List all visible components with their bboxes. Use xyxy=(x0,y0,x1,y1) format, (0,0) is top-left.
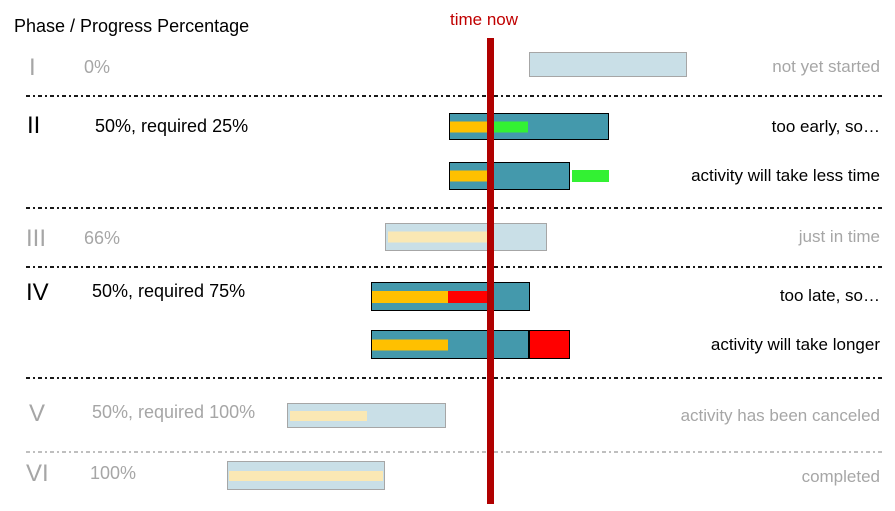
progress-segment xyxy=(290,410,367,421)
progress-segment xyxy=(388,231,488,243)
status-label-phase-4: too late, so… xyxy=(779,286,880,305)
phase-numeral-6: VI xyxy=(26,460,49,487)
time-saved-segment xyxy=(572,170,609,182)
phase-numeral-3: III xyxy=(26,225,47,252)
phase-numeral-5: V xyxy=(29,400,46,427)
phase-progress-label-3: 66% xyxy=(84,228,121,248)
time-now-label: time now xyxy=(450,10,519,29)
overrun-segment xyxy=(529,330,570,359)
separator-5 xyxy=(26,451,882,453)
ahead-progress-segment xyxy=(488,121,528,132)
activity-bar-phase-5 xyxy=(287,403,446,428)
status-label-phase-3: just in time xyxy=(798,227,880,246)
behind-progress-segment xyxy=(448,290,488,303)
status-label-phase-1: not yet started xyxy=(772,57,880,76)
activity-bar-phase-1 xyxy=(529,52,687,77)
phase-numeral-2: II xyxy=(27,112,41,139)
phase-progress-label-5: 50%, required 100% xyxy=(92,402,256,422)
done-progress-segment xyxy=(372,290,448,303)
activity-bar-phase-6 xyxy=(227,461,385,490)
done-progress-segment xyxy=(372,339,448,350)
activity-bar-phase-4-extended xyxy=(371,330,529,359)
phase-progress-label-4: 50%, required 75% xyxy=(92,281,246,301)
required-progress-segment xyxy=(450,170,487,182)
activity-bar-phase-2-shortened xyxy=(449,162,570,190)
status-label-phase-6: completed xyxy=(801,467,880,486)
status-label-phase-2: too early, so… xyxy=(771,117,880,136)
separator-4 xyxy=(26,377,882,379)
separator-1 xyxy=(26,95,882,97)
activity-bar-phase-4 xyxy=(371,282,530,311)
phase-progress-label-2: 50%, required 25% xyxy=(95,116,249,136)
status2-label-phase-2: activity will take less time xyxy=(691,166,880,185)
status-label-phase-5: activity has been canceled xyxy=(680,406,880,425)
time-now-line xyxy=(487,38,494,504)
separator-2 xyxy=(26,207,882,209)
phase-progress-label-1: 0% xyxy=(84,57,111,77)
activity-bar-phase-2 xyxy=(449,113,609,140)
required-progress-segment xyxy=(450,121,488,132)
phase-numeral-4: IV xyxy=(26,279,49,306)
separator-3 xyxy=(26,266,882,268)
page-title: Phase / Progress Percentage xyxy=(14,16,250,36)
phase-progress-label-6: 100% xyxy=(90,463,137,483)
progress-segment xyxy=(229,470,383,481)
activity-bar-phase-3 xyxy=(385,223,547,251)
phase-numeral-1: I xyxy=(29,54,36,81)
status2-label-phase-4: activity will take longer xyxy=(710,335,880,354)
